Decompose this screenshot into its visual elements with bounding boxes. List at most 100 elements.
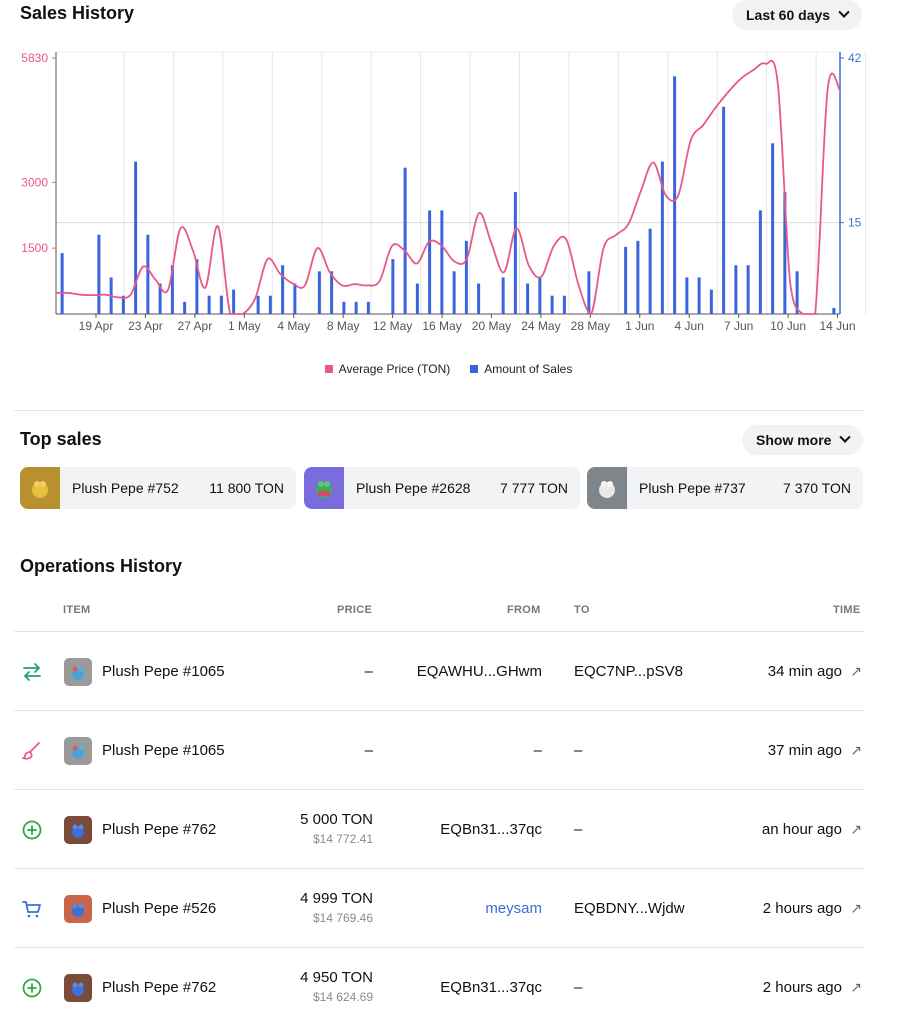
x-axis-tick-label: 7 Jun bbox=[724, 319, 753, 333]
top-sale-card[interactable]: Plush Pepe #737 7 370 TON bbox=[587, 467, 863, 509]
sales-bar bbox=[648, 228, 652, 314]
x-axis-tick-label: 28 May bbox=[571, 319, 610, 333]
to-address: – bbox=[574, 979, 583, 996]
date-range-button[interactable]: Last 60 days bbox=[732, 0, 863, 30]
column-header-item: ITEM bbox=[63, 604, 91, 616]
top-sale-thumbnail bbox=[20, 467, 60, 509]
sales-bar bbox=[464, 240, 468, 314]
operation-row[interactable]: Plush Pepe #762 4 950 TON $14 624.69 EQB… bbox=[14, 947, 864, 1024]
operation-time[interactable]: an hour ago bbox=[761, 821, 842, 838]
sales-bar bbox=[685, 277, 689, 314]
item-price-usd: $14 769.46 bbox=[312, 911, 373, 925]
operation-row[interactable]: Plush Pepe #526 4 999 TON $14 769.46 mey… bbox=[14, 868, 864, 947]
column-header-to: TO bbox=[574, 604, 590, 616]
show-more-button[interactable]: Show more bbox=[742, 425, 864, 455]
sales-bar bbox=[170, 265, 174, 314]
from-username-link[interactable]: meysam bbox=[485, 900, 542, 917]
operation-time[interactable]: 34 min ago bbox=[767, 663, 842, 680]
sales-bar bbox=[97, 234, 101, 314]
item-avatar bbox=[64, 974, 92, 1002]
date-range-label: Last 60 days bbox=[746, 7, 831, 23]
sales-bar bbox=[268, 295, 272, 314]
from-address: – bbox=[533, 742, 542, 759]
column-header-price: PRICE bbox=[337, 604, 373, 616]
left-axis-tick-label: 3000 bbox=[21, 175, 48, 189]
top-sale-thumbnail bbox=[587, 467, 627, 509]
item-name[interactable]: Plush Pepe #762 bbox=[102, 979, 217, 996]
sales-bar bbox=[134, 161, 138, 314]
sales-bar bbox=[624, 246, 628, 314]
sales-bar bbox=[562, 295, 566, 314]
operation-row[interactable]: Plush Pepe #1065 – – – 37 min ago ↗ bbox=[14, 710, 864, 789]
legend-item-amount-of-sales[interactable]: Amount of Sales bbox=[470, 362, 572, 376]
sales-bar bbox=[158, 283, 162, 314]
x-axis-tick-label: 1 May bbox=[228, 319, 261, 333]
top-sales-title: Top sales bbox=[20, 429, 102, 449]
top-sale-thumbnail bbox=[304, 467, 344, 509]
top-sale-name: Plush Pepe #752 bbox=[72, 480, 179, 496]
sales-chart-svg: 5830 3000 1500 42 15 19 Apr 23 Apr 27 Apr 1 May 4… bbox=[21, 51, 867, 333]
sales-bar bbox=[121, 295, 125, 314]
plush-pepe-icon bbox=[32, 481, 48, 498]
operation-time[interactable]: 2 hours ago bbox=[762, 900, 842, 917]
external-link-icon[interactable]: ↗ bbox=[850, 742, 862, 758]
sales-chart: 5830 3000 1500 42 15 19 Apr 23 Apr 27 Apr 1 May 4… bbox=[0, 40, 897, 390]
plush-pepe-icon bbox=[72, 982, 84, 996]
x-axis-tick-label: 4 May bbox=[277, 319, 310, 333]
external-link-icon[interactable]: ↗ bbox=[850, 821, 862, 837]
operation-time[interactable]: 2 hours ago bbox=[762, 979, 842, 996]
right-axis-tick-label: 15 bbox=[848, 216, 862, 230]
sales-bar bbox=[697, 277, 701, 314]
transfer-icon bbox=[23, 663, 41, 681]
sales-bar bbox=[317, 271, 321, 314]
item-name[interactable]: Plush Pepe #1065 bbox=[102, 742, 225, 759]
plush-pepe-icon bbox=[72, 824, 84, 838]
sales-bar bbox=[550, 295, 554, 314]
x-axis-tick-label: 10 Jun bbox=[770, 319, 806, 333]
sales-bar bbox=[183, 301, 187, 314]
sales-bar bbox=[452, 271, 456, 314]
from-address[interactable]: EQBn31...37qc bbox=[440, 821, 542, 838]
item-price: – bbox=[364, 663, 373, 680]
operation-row[interactable]: Plush Pepe #762 5 000 TON $14 772.41 EQB… bbox=[14, 789, 864, 868]
sales-bar bbox=[60, 253, 64, 314]
item-avatar bbox=[64, 816, 92, 844]
to-address[interactable]: EQBDNY...Wjdw bbox=[574, 900, 685, 917]
sales-bar bbox=[256, 295, 260, 314]
x-axis-tick-label: 20 May bbox=[472, 319, 511, 333]
external-link-icon[interactable]: ↗ bbox=[850, 663, 862, 679]
item-name[interactable]: Plush Pepe #762 bbox=[102, 821, 217, 838]
to-address[interactable]: EQC7NP...pSV8 bbox=[574, 663, 683, 680]
top-sale-card[interactable]: Plush Pepe #752 11 800 TON bbox=[20, 467, 296, 509]
sales-bar bbox=[538, 277, 542, 314]
x-axis-tick-label: 8 May bbox=[327, 319, 360, 333]
column-header-from: FROM bbox=[507, 604, 541, 616]
sales-bar bbox=[440, 210, 444, 314]
legend-label-price: Average Price (TON) bbox=[338, 362, 451, 376]
x-axis-tick-label: 19 Apr bbox=[79, 319, 114, 333]
sales-bar bbox=[219, 295, 223, 314]
chart-legend: Average Price (TON) Amount of Sales bbox=[0, 362, 897, 376]
show-more-label: Show more bbox=[756, 432, 832, 448]
from-address[interactable]: EQBn31...37qc bbox=[440, 979, 542, 996]
item-name[interactable]: Plush Pepe #526 bbox=[102, 900, 217, 917]
item-name[interactable]: Plush Pepe #1065 bbox=[102, 663, 225, 680]
sales-bar bbox=[281, 265, 285, 314]
plush-pepe-icon bbox=[72, 745, 84, 759]
external-link-icon[interactable]: ↗ bbox=[850, 979, 862, 995]
sales-bar bbox=[232, 289, 236, 314]
legend-item-average-price[interactable]: Average Price (TON) bbox=[324, 362, 451, 376]
top-sale-card[interactable]: Plush Pepe #2628 7 777 TON bbox=[304, 467, 580, 509]
sales-bar bbox=[207, 295, 211, 314]
operation-time[interactable]: 37 min ago bbox=[767, 742, 842, 759]
operation-row[interactable]: Plush Pepe #1065 – EQAWHU...GHwm EQC7NP.… bbox=[14, 631, 864, 710]
sales-bar bbox=[195, 259, 199, 314]
sales-bar bbox=[526, 283, 530, 314]
x-axis-tick-label: 16 May bbox=[422, 319, 461, 333]
external-link-icon[interactable]: ↗ bbox=[850, 900, 862, 916]
from-address[interactable]: EQAWHU...GHwm bbox=[416, 663, 542, 680]
top-sale-price: 11 800 TON bbox=[209, 480, 284, 496]
chevron-down-icon bbox=[839, 431, 852, 443]
operations-history-title: Operations History bbox=[20, 556, 183, 576]
item-avatar bbox=[64, 895, 92, 923]
